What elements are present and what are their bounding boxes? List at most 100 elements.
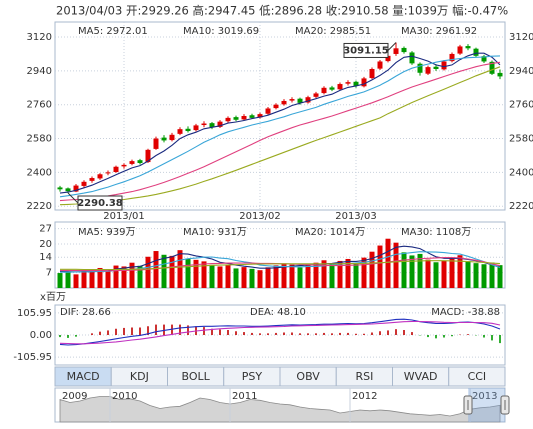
volume-bar (489, 262, 495, 288)
x-tick-label: 2013/03 (335, 211, 377, 222)
y-tick-label: 2400 (27, 167, 52, 178)
macd-bar (403, 330, 405, 335)
year-label: 2013 (472, 391, 497, 402)
macd-bar (323, 332, 325, 335)
navigator-window[interactable] (468, 388, 505, 422)
max-marker-pointer (387, 42, 397, 51)
volume-bar (337, 260, 343, 288)
volume-bar (113, 265, 119, 288)
volume-bar (257, 270, 263, 288)
candle-body (145, 149, 151, 163)
candle-body (161, 137, 167, 141)
candle-body (281, 100, 287, 105)
macd-bar (395, 329, 397, 335)
candle-body (193, 125, 199, 131)
macd-bar (371, 332, 373, 335)
volume-bar (297, 267, 303, 288)
candle-body (129, 161, 135, 164)
macd-bar (339, 332, 341, 335)
volume-bar (289, 264, 295, 288)
y-tick-label: 27 (39, 224, 52, 235)
y-tick-label: 2760 (27, 100, 52, 111)
macd-bar (355, 333, 357, 335)
volume-bar (153, 251, 159, 288)
macd-bar (67, 335, 69, 338)
candle-body (57, 187, 63, 190)
indicator-line (59, 61, 501, 202)
macd-bar (203, 327, 205, 335)
candle-body (497, 72, 503, 77)
candle-body (457, 46, 463, 54)
tab-label: KDJ (130, 370, 149, 383)
min-marker-pointer (67, 192, 79, 204)
y-tick-label-right: 2220 (509, 201, 533, 212)
macd-bar (123, 327, 125, 335)
candle-body (433, 66, 439, 69)
volume-bar (177, 250, 183, 288)
macd-bar (171, 324, 173, 335)
y-tick-label: 0.00 (30, 330, 52, 341)
volume-bar (121, 266, 127, 288)
volume-bar (313, 262, 319, 288)
candle-body (65, 188, 71, 192)
candle-body (217, 121, 223, 127)
volume-bar (129, 262, 135, 288)
volume-bar (65, 271, 71, 288)
volume-panel (54, 221, 506, 289)
macd-bar (491, 335, 493, 341)
candle-body (481, 56, 487, 62)
volume-bar (401, 252, 407, 288)
volume-bar (73, 274, 79, 288)
candle-body (489, 61, 495, 74)
macd-bar (131, 327, 133, 335)
volume-bar (465, 261, 471, 288)
macd-bar (267, 333, 269, 335)
legend-entry: DIF: 28.66 (60, 307, 111, 318)
macd-bar (243, 332, 245, 335)
volume-bar (305, 264, 311, 288)
candle-body (425, 67, 431, 74)
macd-bar (139, 327, 141, 335)
candle-body (233, 117, 239, 120)
legend-entry: MA5: 2972.01 (78, 26, 148, 37)
candle-body (113, 166, 119, 173)
y-tick-label: -105.95 (13, 352, 52, 363)
tab-label: MACD (67, 370, 100, 383)
volume-bar (457, 255, 463, 288)
candle-body (377, 61, 383, 69)
macd-bar (427, 335, 429, 338)
candle-body (257, 114, 263, 118)
navigator-area (59, 396, 501, 423)
price-panel (54, 21, 506, 211)
y-tick-label: 2580 (27, 134, 52, 145)
y-tick-label: 2220 (27, 201, 52, 212)
volume-bar (217, 266, 223, 288)
legend-entry: MA5: 939万 (78, 227, 135, 238)
y-tick-label-right: 2940 (509, 66, 533, 77)
candle-body (385, 55, 391, 62)
legend-entry: MACD: -38.88 (431, 307, 500, 318)
volume-bar (161, 254, 167, 288)
macd-bar (307, 333, 309, 335)
macd-bar (187, 325, 189, 335)
y-tick-label-right: 2400 (509, 167, 533, 178)
x-tick-label: 2013/01 (103, 211, 145, 222)
candle-body (289, 99, 295, 101)
volume-bar (433, 262, 439, 288)
candle-body (81, 181, 87, 186)
candle-body (121, 164, 127, 167)
macd-bar (227, 330, 229, 335)
volume-bar (473, 263, 479, 288)
macd-bar (91, 333, 93, 335)
legend-entry: MA30: 1108万 (401, 227, 471, 238)
macd-bar (235, 331, 237, 335)
volume-bar (481, 264, 487, 288)
indicator-tab[interactable] (448, 366, 506, 387)
legend-entry: MA10: 3019.69 (183, 26, 259, 37)
macd-bar (147, 326, 149, 335)
volume-bar (425, 259, 431, 288)
candle-body (441, 61, 447, 70)
y-tick-label: 7 (46, 268, 52, 279)
macd-bar (411, 332, 413, 335)
macd-bar (75, 335, 77, 337)
